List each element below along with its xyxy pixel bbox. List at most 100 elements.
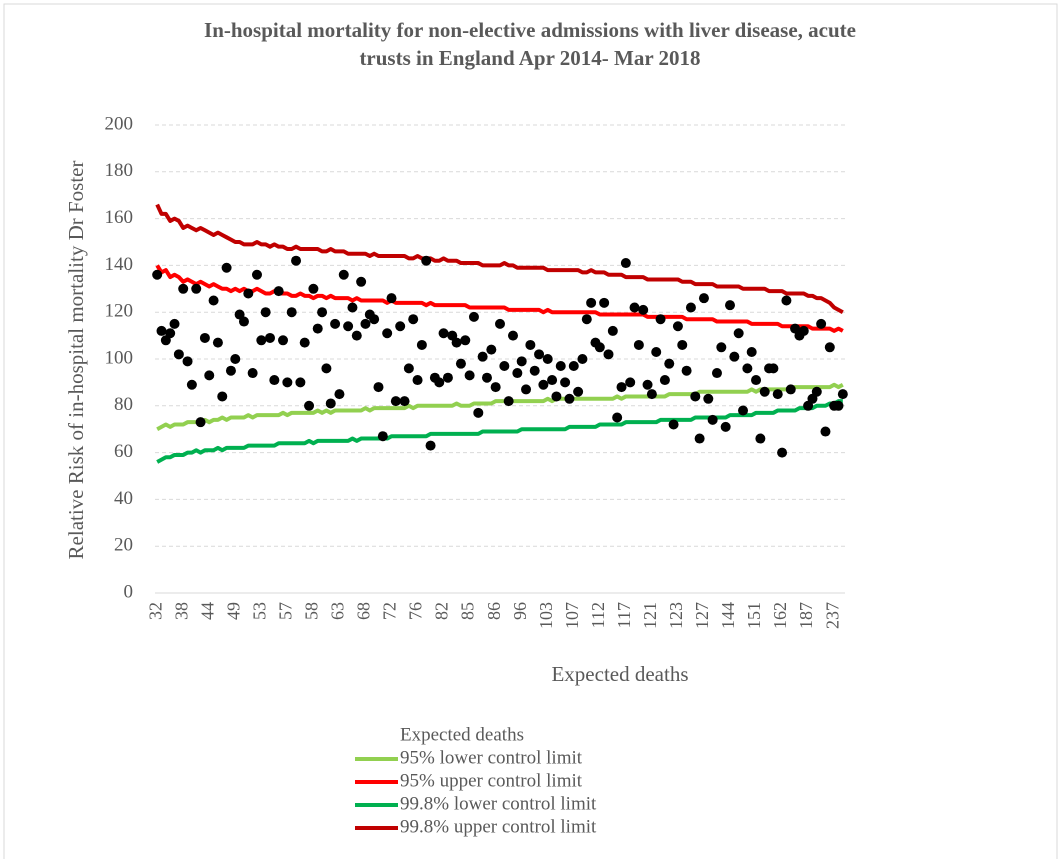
- x-tick-label: 144: [718, 602, 738, 629]
- data-point: [534, 349, 545, 360]
- data-point: [282, 377, 293, 388]
- data-point: [351, 330, 362, 341]
- x-tick-label: 151: [744, 602, 764, 629]
- data-point: [521, 384, 532, 395]
- data-point: [251, 269, 262, 280]
- data-point: [225, 365, 236, 376]
- data-point: [460, 335, 471, 346]
- data-point: [668, 419, 679, 430]
- x-tick-label: 44: [197, 602, 217, 620]
- data-point: [321, 363, 332, 374]
- chart-title: trusts in England Apr 2014- Mar 2018: [359, 46, 700, 70]
- data-point: [260, 307, 271, 318]
- data-point: [156, 325, 167, 336]
- x-tick-label: 103: [536, 602, 556, 629]
- data-point: [798, 325, 809, 336]
- data-point: [191, 283, 202, 294]
- data-point: [186, 379, 197, 390]
- data-point: [560, 377, 571, 388]
- legend-label: 99.8% lower control limit: [400, 793, 597, 814]
- legend-label: Expected deaths: [400, 724, 524, 745]
- data-point: [217, 391, 228, 402]
- x-tick-label: 123: [666, 602, 686, 629]
- data-point: [816, 318, 827, 329]
- data-point: [416, 339, 427, 350]
- data-point: [360, 318, 371, 329]
- data-point: [221, 262, 232, 273]
- y-tick-label: 60: [114, 441, 133, 462]
- data-point: [698, 293, 709, 304]
- control-limit-line: [155, 203, 844, 314]
- data-point: [768, 363, 779, 374]
- chart-border: [3, 3, 1058, 859]
- data-point: [399, 396, 410, 407]
- data-point: [299, 337, 310, 348]
- data-point: [412, 375, 423, 386]
- x-tick-label: 82: [432, 602, 452, 620]
- data-point: [733, 328, 744, 339]
- data-point: [694, 433, 705, 444]
- data-point: [772, 389, 783, 400]
- x-tick-label: 85: [458, 602, 478, 620]
- data-point: [451, 337, 462, 348]
- control-limit-line: [156, 399, 843, 464]
- data-point: [325, 398, 336, 409]
- data-point: [785, 384, 796, 395]
- data-point: [455, 358, 466, 369]
- data-point: [685, 302, 696, 313]
- x-tick-label: 112: [588, 602, 608, 628]
- x-tick-label: 86: [484, 602, 504, 620]
- data-point: [599, 297, 610, 308]
- x-tick-label: 187: [796, 602, 816, 629]
- data-point: [269, 375, 280, 386]
- data-point: [564, 393, 575, 404]
- data-point: [629, 302, 640, 313]
- data-point: [464, 370, 475, 381]
- data-point: [824, 342, 835, 353]
- data-point: [230, 354, 241, 364]
- data-point: [212, 337, 223, 348]
- data-point: [165, 328, 176, 339]
- data-point: [586, 297, 597, 308]
- data-point: [616, 382, 627, 393]
- data-point: [646, 389, 657, 400]
- data-point: [238, 316, 249, 327]
- y-tick-label: 120: [105, 301, 134, 322]
- data-point: [642, 379, 653, 390]
- y-tick-label: 180: [105, 160, 134, 181]
- x-tick-label: 96: [510, 602, 530, 620]
- x-tick-label: 72: [380, 602, 400, 620]
- data-point: [707, 414, 718, 425]
- data-point: [651, 346, 662, 357]
- data-point: [425, 440, 436, 451]
- data-point: [173, 349, 184, 360]
- data-point: [247, 368, 258, 379]
- data-point: [677, 339, 688, 350]
- y-tick-label: 200: [105, 113, 134, 134]
- data-point: [481, 372, 492, 383]
- control-limit-line: [156, 382, 844, 431]
- data-point: [542, 354, 553, 364]
- data-point: [607, 325, 618, 336]
- data-point: [286, 307, 297, 318]
- x-tick-label: 121: [640, 602, 660, 629]
- data-point: [495, 318, 505, 329]
- data-point: [304, 400, 315, 411]
- data-point: [243, 288, 254, 299]
- data-point: [169, 318, 180, 329]
- data-point: [408, 314, 419, 325]
- data-point: [204, 370, 215, 381]
- data-point: [777, 447, 788, 458]
- data-point: [369, 314, 380, 325]
- data-point: [711, 368, 722, 379]
- data-point: [382, 328, 393, 339]
- data-point: [317, 307, 328, 318]
- data-point: [508, 330, 519, 341]
- x-tick-label: 127: [692, 602, 712, 629]
- data-point: [338, 269, 349, 280]
- legend-label: 95% lower control limit: [400, 747, 583, 768]
- y-tick-label: 160: [105, 207, 134, 228]
- x-axis-label: Expected deaths: [551, 662, 688, 686]
- data-point: [729, 351, 740, 362]
